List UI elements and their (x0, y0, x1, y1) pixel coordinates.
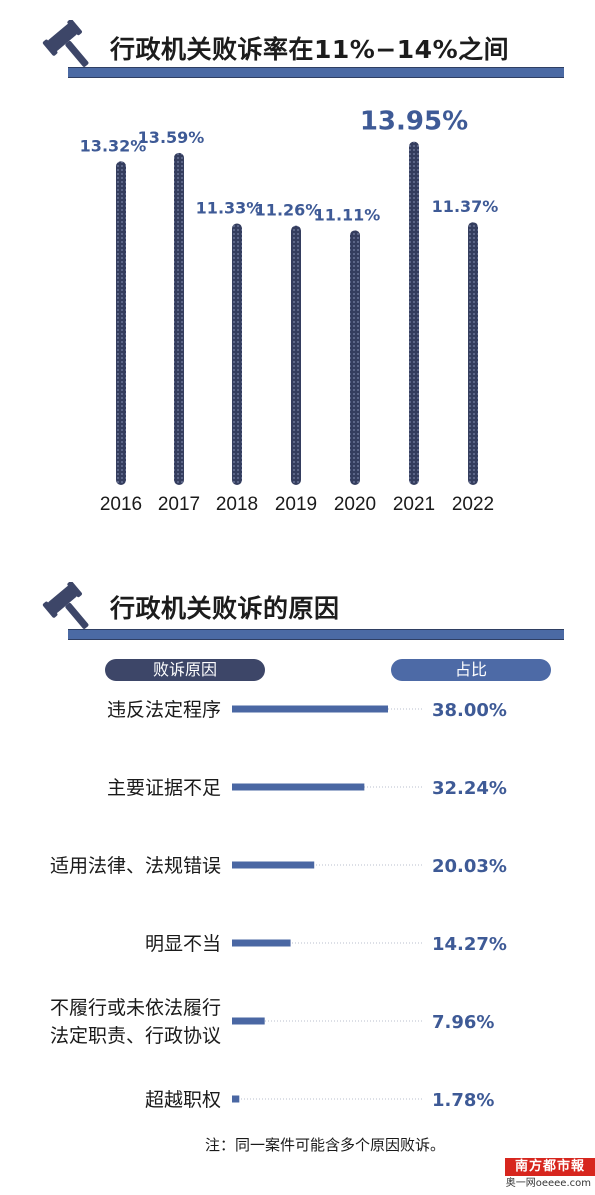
publisher-site: 奥一网oeeee.com (505, 1178, 591, 1189)
reason-label: 主要证据不足 (107, 777, 221, 799)
data-label-2018: 11.33% (196, 198, 263, 217)
chart1-title: 行政机关败诉率在11%−14%之间 (110, 35, 510, 64)
reason-row: 明显不当 14.27% (145, 933, 507, 955)
chart1-title-bar (68, 67, 564, 78)
reason-row: 适用法律、法规错误 20.03% (50, 855, 507, 877)
reason-value: 32.24% (432, 778, 507, 799)
data-label-2016: 13.32% (80, 136, 147, 155)
bar-2021 (409, 141, 419, 485)
footnote: 注：同一案件可能含多个原因败诉。 (205, 1136, 446, 1154)
reason-label: 法定职责、行政协议 (50, 1025, 221, 1047)
chart2-title-bar (68, 629, 564, 640)
tick-label-2019: 2019 (275, 494, 317, 515)
column-header-share: 占比 (391, 659, 551, 681)
tick-label-2021: 2021 (393, 494, 435, 515)
gavel-icon (42, 20, 89, 67)
column-header-reason: 败诉原因 (105, 659, 265, 681)
reason-value: 38.00% (432, 700, 507, 721)
bar-2022 (468, 222, 478, 485)
reason-value: 1.78% (432, 1090, 494, 1111)
data-label-2021: 13.95% (360, 107, 468, 137)
chart2-title: 行政机关败诉的原因 (110, 594, 340, 623)
reason-bar (232, 783, 365, 791)
reason-value: 14.27% (432, 934, 507, 955)
reason-label: 明显不当 (145, 933, 221, 955)
reason-bar (232, 1017, 265, 1025)
reason-bar (232, 705, 388, 713)
data-label-2022: 11.37% (432, 197, 499, 216)
reason-bar (232, 939, 291, 947)
reason-value: 20.03% (432, 856, 507, 877)
publisher-badge: 南方都市報 奥一网oeeee.com (505, 1158, 595, 1195)
reason-label: 违反法定程序 (107, 699, 221, 721)
reason-row: 违反法定程序 38.00% (107, 699, 507, 721)
bar-2017 (174, 152, 184, 485)
reason-label: 超越职权 (145, 1089, 221, 1111)
tick-label-2018: 2018 (216, 494, 258, 515)
reason-label: 适用法律、法规错误 (50, 855, 221, 877)
bar-2016 (116, 161, 126, 485)
tick-label-2020: 2020 (334, 494, 376, 515)
publisher-logo: 南方都市報 (505, 1158, 595, 1176)
reason-row: 超越职权 1.78% (145, 1089, 494, 1111)
reason-label: 不履行或未依法履行 (50, 997, 221, 1019)
reason-value: 7.96% (432, 1012, 494, 1033)
bar-2020 (350, 230, 360, 485)
reason-row: 主要证据不足 32.24% (107, 777, 507, 799)
bar-2018 (232, 223, 242, 485)
reason-bar (232, 861, 315, 869)
bar-2019 (291, 225, 301, 485)
data-label-2020: 11.11% (314, 205, 381, 224)
tick-label-2016: 2016 (100, 494, 142, 515)
data-label-2017: 13.59% (138, 128, 205, 147)
reason-bar (232, 1095, 240, 1103)
tick-label-2017: 2017 (158, 494, 200, 515)
data-label-2019: 11.26% (255, 201, 322, 220)
tick-label-2022: 2022 (452, 494, 494, 515)
chart1-bars: 13.32% 2016 13.59% 2017 11.33% 2018 11.26% 2019… (80, 107, 499, 515)
gavel-icon (42, 582, 89, 629)
